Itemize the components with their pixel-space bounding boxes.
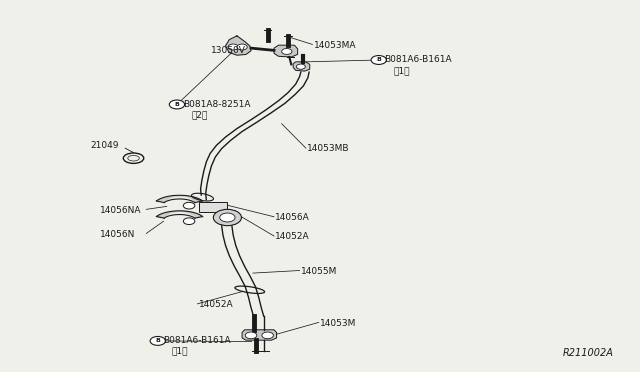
Circle shape [282, 48, 292, 54]
Text: 14052A: 14052A [275, 232, 310, 241]
Text: B: B [175, 102, 179, 107]
Text: 21049: 21049 [90, 141, 118, 150]
Text: B081A6-B161A: B081A6-B161A [164, 336, 231, 346]
Circle shape [183, 218, 195, 225]
Text: 14055M: 14055M [301, 267, 337, 276]
Circle shape [296, 64, 305, 69]
Text: 14053M: 14053M [320, 319, 356, 328]
Text: B: B [156, 339, 160, 343]
Text: B081A6-B161A: B081A6-B161A [384, 55, 451, 64]
Text: 14053MA: 14053MA [314, 41, 356, 50]
Text: 14053MB: 14053MB [307, 144, 349, 153]
Circle shape [220, 213, 235, 222]
Text: B: B [376, 58, 381, 62]
Polygon shape [198, 202, 227, 212]
Text: 14056N: 14056N [100, 230, 135, 239]
Circle shape [245, 332, 257, 339]
Text: B081A8-8251A: B081A8-8251A [182, 100, 250, 109]
Circle shape [170, 100, 184, 109]
Circle shape [237, 44, 247, 50]
Circle shape [183, 202, 195, 209]
Polygon shape [274, 45, 298, 57]
Polygon shape [242, 330, 276, 340]
Text: 14052A: 14052A [198, 300, 234, 309]
Text: （1）: （1） [172, 346, 188, 355]
Text: （2）: （2） [191, 110, 207, 119]
Text: 14056NA: 14056NA [100, 206, 141, 215]
Text: R211002A: R211002A [563, 348, 614, 358]
Circle shape [228, 44, 238, 50]
Text: 14056A: 14056A [275, 213, 310, 222]
Polygon shape [225, 36, 251, 55]
Circle shape [213, 209, 241, 226]
Circle shape [150, 336, 166, 345]
Polygon shape [293, 62, 310, 71]
Text: 13050V: 13050V [211, 46, 246, 55]
Circle shape [371, 55, 387, 64]
Text: （1）: （1） [394, 67, 410, 76]
Circle shape [262, 332, 273, 339]
